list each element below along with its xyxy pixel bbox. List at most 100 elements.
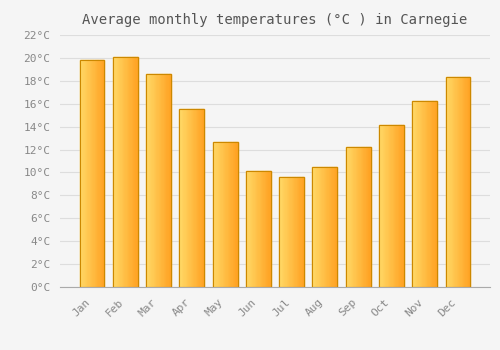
Bar bbox=[448, 77, 449, 287]
Bar bbox=[90, 60, 91, 287]
Bar bbox=[290, 177, 292, 287]
Bar bbox=[225, 141, 226, 287]
Bar bbox=[447, 77, 448, 287]
Bar bbox=[303, 177, 304, 287]
Bar bbox=[358, 147, 360, 287]
Bar bbox=[289, 177, 290, 287]
Bar bbox=[84, 60, 86, 287]
Bar bbox=[160, 74, 161, 287]
Bar bbox=[196, 110, 197, 287]
Bar bbox=[284, 177, 286, 287]
Bar bbox=[414, 102, 416, 287]
Bar bbox=[346, 147, 370, 287]
Bar bbox=[412, 102, 437, 287]
Bar bbox=[279, 177, 304, 287]
Bar bbox=[267, 171, 268, 287]
Bar bbox=[86, 60, 87, 287]
Bar bbox=[268, 171, 270, 287]
Bar bbox=[389, 126, 390, 287]
Bar bbox=[322, 167, 324, 287]
Bar bbox=[264, 171, 266, 287]
Bar bbox=[82, 60, 84, 287]
Bar bbox=[184, 110, 186, 287]
Bar bbox=[332, 167, 334, 287]
Bar bbox=[102, 60, 103, 287]
Bar bbox=[193, 110, 194, 287]
Bar bbox=[446, 77, 470, 287]
Bar bbox=[252, 171, 254, 287]
Bar bbox=[428, 102, 430, 287]
Bar bbox=[298, 177, 299, 287]
Bar bbox=[416, 102, 417, 287]
Bar bbox=[203, 110, 204, 287]
Bar bbox=[431, 102, 432, 287]
Bar bbox=[234, 141, 235, 287]
Bar bbox=[453, 77, 454, 287]
Bar bbox=[260, 171, 261, 287]
Bar bbox=[232, 141, 234, 287]
Bar bbox=[379, 126, 380, 287]
Bar bbox=[228, 141, 229, 287]
Bar bbox=[328, 167, 330, 287]
Bar bbox=[162, 74, 164, 287]
Bar bbox=[449, 77, 450, 287]
Bar bbox=[103, 60, 104, 287]
Bar bbox=[432, 102, 434, 287]
Bar bbox=[198, 110, 200, 287]
Bar bbox=[156, 74, 158, 287]
Bar bbox=[368, 147, 370, 287]
Bar bbox=[466, 77, 468, 287]
Bar bbox=[212, 141, 238, 287]
Bar bbox=[422, 102, 424, 287]
Bar bbox=[426, 102, 427, 287]
Bar bbox=[312, 167, 338, 287]
Bar bbox=[212, 141, 214, 287]
Bar bbox=[146, 74, 171, 287]
Bar bbox=[399, 126, 400, 287]
Bar bbox=[314, 167, 315, 287]
Bar bbox=[283, 177, 284, 287]
Bar bbox=[279, 177, 304, 287]
Bar bbox=[180, 110, 182, 287]
Bar bbox=[152, 74, 154, 287]
Bar bbox=[400, 126, 402, 287]
Bar bbox=[450, 77, 452, 287]
Bar bbox=[97, 60, 98, 287]
Bar bbox=[119, 57, 120, 287]
Bar bbox=[96, 60, 97, 287]
Bar bbox=[354, 147, 356, 287]
Bar bbox=[254, 171, 256, 287]
Bar bbox=[124, 57, 126, 287]
Bar bbox=[424, 102, 426, 287]
Bar bbox=[101, 60, 102, 287]
Bar bbox=[335, 167, 336, 287]
Bar bbox=[280, 177, 281, 287]
Bar bbox=[122, 57, 123, 287]
Bar bbox=[380, 126, 382, 287]
Bar bbox=[458, 77, 459, 287]
Bar bbox=[324, 167, 325, 287]
Bar bbox=[230, 141, 232, 287]
Bar bbox=[363, 147, 364, 287]
Bar bbox=[468, 77, 469, 287]
Bar bbox=[246, 171, 271, 287]
Bar bbox=[392, 126, 394, 287]
Bar bbox=[220, 141, 222, 287]
Bar bbox=[190, 110, 192, 287]
Bar bbox=[296, 177, 298, 287]
Bar bbox=[118, 57, 119, 287]
Bar bbox=[188, 110, 190, 287]
Bar bbox=[460, 77, 462, 287]
Bar bbox=[80, 60, 104, 287]
Bar bbox=[360, 147, 362, 287]
Bar bbox=[123, 57, 124, 287]
Bar bbox=[348, 147, 350, 287]
Bar bbox=[116, 57, 118, 287]
Bar bbox=[463, 77, 464, 287]
Bar bbox=[318, 167, 320, 287]
Bar bbox=[299, 177, 300, 287]
Bar bbox=[113, 57, 138, 287]
Bar bbox=[236, 141, 238, 287]
Bar bbox=[194, 110, 196, 287]
Bar bbox=[202, 110, 203, 287]
